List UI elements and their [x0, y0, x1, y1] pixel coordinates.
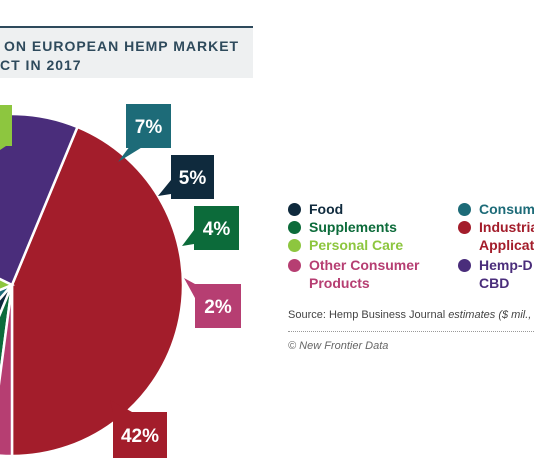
- pie-slice-consumer-textiles: [0, 283, 13, 301]
- legend-label: Hemp-D CBD: [479, 256, 533, 292]
- legend-dot: [288, 221, 301, 234]
- data-label-supplements: 4%: [203, 219, 231, 240]
- chart-title-box: ON EUROPEAN HEMP MARKET CT IN 2017: [0, 26, 253, 78]
- legend-label: Food: [309, 201, 344, 217]
- chart-title-line-1: ON EUROPEAN HEMP MARKET: [4, 38, 240, 54]
- source-prefix: Source: Hemp Business Journal: [288, 309, 449, 321]
- legend-label-line-2: Products: [309, 275, 370, 291]
- callout-box: [126, 104, 171, 148]
- callout-pointer: [158, 180, 171, 196]
- legend-label: Consum: [479, 201, 534, 217]
- callout-box: [195, 284, 241, 328]
- data-label-consumer-textiles: 7%: [135, 117, 163, 138]
- legend-label: Other Consumer Products: [309, 256, 419, 292]
- legend-dot: [458, 259, 471, 272]
- legend-dot: [288, 203, 301, 216]
- callout-box: [113, 412, 167, 458]
- legend-label-line-2: CBD: [479, 275, 510, 291]
- legend-label: Personal Care: [309, 237, 404, 253]
- callout-box: [171, 155, 214, 199]
- legend-label-line-1: Hemp-D: [479, 257, 533, 273]
- data-label-industrial-applications: 42%: [121, 426, 159, 447]
- callout-pointer: [184, 278, 195, 298]
- data-label-other-consumer-products: 2%: [204, 297, 232, 318]
- callout-pointer: [118, 146, 144, 162]
- legend-label: Supplements: [309, 219, 397, 235]
- pie-slice-other-consumer-products: [0, 284, 14, 458]
- legend-dot: [458, 203, 471, 216]
- source-italic: estimates ($ mil., co: [448, 309, 534, 321]
- callout-box: [194, 206, 239, 250]
- pie-slice-personal-care: [0, 277, 16, 292]
- pie-slice-hemp-derived-cbd: [0, 112, 80, 287]
- copyright: © New Frontier Data: [288, 340, 389, 352]
- source-note: Source: Hemp Business Journal estimates …: [288, 309, 534, 321]
- legend-label-line-2: Applicati: [479, 237, 534, 253]
- callout-pointer: [182, 230, 194, 246]
- data-label-food: 5%: [179, 168, 207, 189]
- legend-dot: [458, 221, 471, 234]
- legend-label-line-1: Industria: [479, 219, 534, 235]
- legend-label-line-1: Other Consumer: [309, 257, 420, 273]
- divider: [288, 331, 534, 332]
- pie-slice-industrial-applications: [10, 125, 185, 458]
- callout-box-personal-care: [0, 105, 12, 150]
- legend-dot: [288, 259, 301, 272]
- legend-label: Industria Applicati: [479, 218, 534, 254]
- callout-pointer: [110, 400, 132, 412]
- chart-title-line-2: CT IN 2017: [0, 57, 82, 73]
- legend-dot: [288, 239, 301, 252]
